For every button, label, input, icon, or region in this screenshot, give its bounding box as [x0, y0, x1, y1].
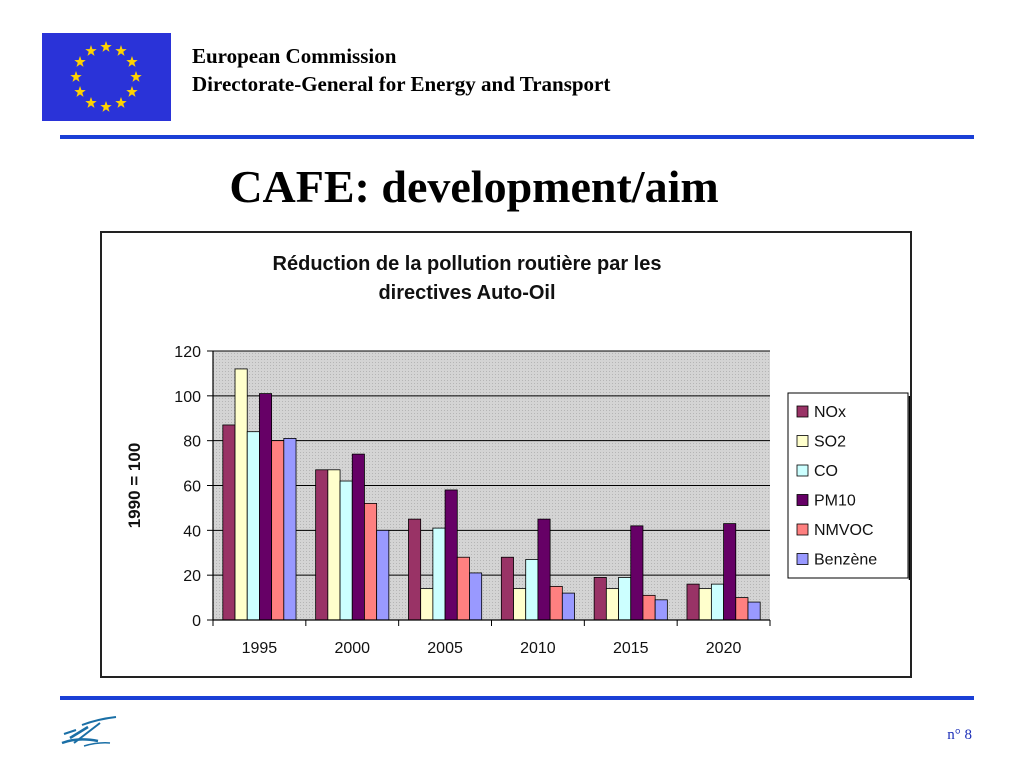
y-tick-label: 80: [183, 434, 201, 451]
transport-logo: [61, 716, 117, 747]
bar-1995-so2: [234, 368, 248, 621]
eu-star-icon: [85, 45, 97, 56]
legend-label: PM10: [814, 493, 856, 510]
x-tick-labels: 1995 2000 2005 2010 2015 2020: [242, 640, 742, 657]
bar-2015-pm10: [630, 525, 644, 621]
legend-swatch: [796, 464, 809, 477]
eu-flag-logo: [42, 33, 171, 121]
gridlines: [213, 350, 770, 576]
eu-stars: [70, 41, 142, 112]
page-number: n° 8: [947, 727, 972, 743]
slide-title: CAFE: development/aim: [229, 161, 719, 212]
legend-swatch: [796, 553, 809, 565]
chart-title-line-2: directives Auto-Oil: [378, 282, 555, 304]
bar-2015-nox: [593, 577, 607, 621]
y-tick-label: 120: [174, 344, 201, 361]
bar-2020-so2: [698, 588, 712, 621]
header-organization: European Commission Directorate-General …: [192, 42, 610, 98]
y-tick-label: 40: [183, 523, 201, 540]
bar-1995-nox: [222, 424, 236, 621]
bar-2010-benzène: [561, 592, 575, 621]
directorate-name: Directorate-General for Energy and Trans…: [192, 72, 611, 96]
bar-2015-benzène: [654, 599, 668, 621]
bar-2020-nmvoc: [735, 597, 749, 621]
y-tick-label: 0: [192, 613, 201, 630]
bar-1995-nmvoc: [271, 440, 285, 621]
legend-label: Benzène: [814, 552, 877, 569]
bar-2000-nmvoc: [364, 503, 378, 621]
eu-star-icon: [70, 71, 82, 82]
header-rule: [60, 135, 974, 139]
bar-2015-nmvoc: [642, 594, 656, 621]
x-tick-label: 2020: [706, 640, 742, 657]
bar-2010-pm10: [537, 518, 551, 621]
eu-star-icon: [100, 101, 112, 112]
eu-star-icon: [74, 56, 86, 67]
legend: NOx SO2 CO PM10 NMVOC Benzène: [787, 392, 910, 580]
axes: [207, 350, 771, 626]
x-tick-label: 2005: [427, 640, 463, 657]
legend-label: CO: [814, 463, 838, 480]
bar-2020-benzène: [747, 601, 761, 621]
eu-star-icon: [126, 86, 138, 97]
bar-2010-co: [525, 559, 539, 621]
legend-label: SO2: [814, 434, 846, 451]
legend-box: [787, 392, 909, 579]
eu-star-icon: [130, 71, 142, 82]
legend-swatch: [796, 405, 809, 418]
bar-2000-nox: [315, 469, 329, 621]
bar-2005-so2: [420, 588, 434, 621]
bar-1995-pm10: [259, 393, 273, 621]
legend-label: NOx: [814, 404, 846, 421]
bar-2010-so2: [513, 588, 527, 621]
eu-star-icon: [85, 96, 97, 108]
legend-swatch: [796, 435, 809, 447]
bar-2000-co: [339, 480, 353, 621]
footer-rule: [60, 696, 974, 700]
eu-star-icon: [126, 56, 138, 67]
bar-2005-nox: [408, 518, 422, 621]
bar-2015-co: [618, 577, 632, 621]
chart-frame: Réduction de la pollution routière par l…: [100, 231, 912, 678]
bars: [222, 368, 761, 621]
bar-2005-benzène: [469, 572, 483, 621]
bar-2005-nmvoc: [456, 556, 470, 621]
bar-2005-co: [432, 527, 446, 621]
bar-2010-nmvoc: [549, 585, 563, 621]
bar-chart: Réduction de la pollution routière par l…: [125, 253, 910, 657]
y-axis-label: 1990 = 100: [125, 443, 144, 529]
x-tick-label: 2015: [613, 640, 649, 657]
x-tick-label: 2000: [334, 640, 370, 657]
bar-2020-co: [710, 583, 724, 621]
eu-star-icon: [74, 86, 86, 97]
org-name: European Commission: [192, 44, 397, 68]
eu-star-icon: [115, 96, 127, 108]
bar-2015-so2: [605, 588, 619, 621]
y-tick-labels: 0 20 40 60 80 100 120: [174, 344, 201, 630]
legend-label: NMVOC: [814, 522, 874, 539]
x-tick-label: 1995: [242, 640, 278, 657]
bar-2000-pm10: [351, 453, 365, 621]
chart-title-line-1: Réduction de la pollution routière par l…: [273, 253, 662, 275]
y-tick-label: 20: [183, 568, 201, 585]
legend-swatch: [796, 494, 809, 506]
bar-2000-so2: [327, 469, 341, 621]
x-tick-label: 2010: [520, 640, 556, 657]
bar-2020-pm10: [723, 523, 737, 621]
bar-1995-co: [246, 431, 260, 621]
y-tick-label: 60: [183, 479, 201, 496]
legend-swatch: [796, 523, 809, 536]
bar-2010-nox: [500, 556, 514, 621]
eu-star-icon: [100, 41, 112, 52]
y-tick-label: 100: [174, 389, 201, 406]
bar-1995-benzène: [283, 438, 297, 621]
bar-2005-pm10: [444, 489, 458, 621]
bar-2000-benzène: [376, 529, 390, 621]
bar-2020-nox: [686, 583, 700, 621]
eu-star-icon: [115, 45, 127, 56]
